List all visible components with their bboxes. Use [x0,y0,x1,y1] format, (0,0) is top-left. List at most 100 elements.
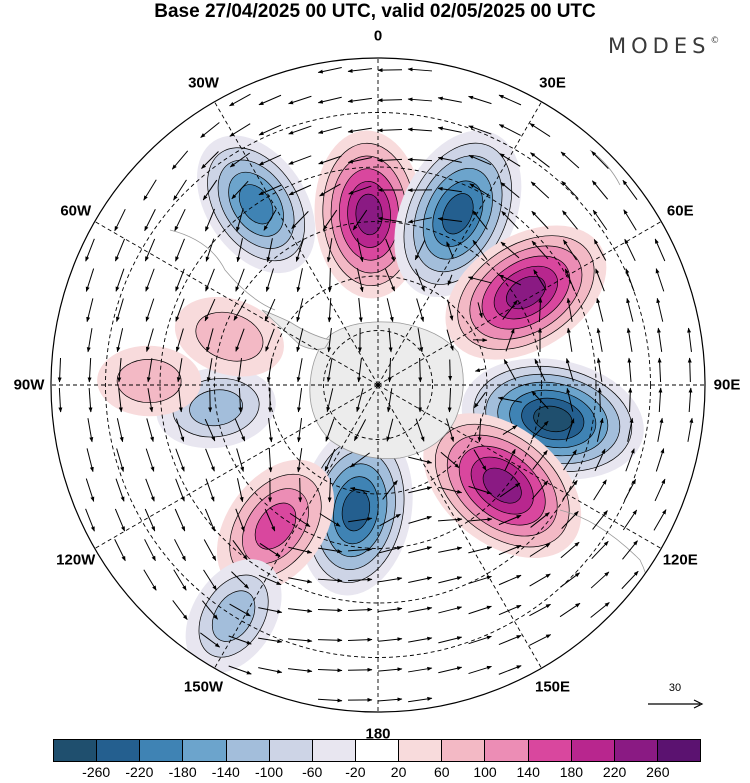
wind-arrow [296,358,303,383]
wind-arrow [114,508,126,532]
wind-arrow [590,571,610,589]
wind-arrow [146,418,154,443]
wind-arrow [317,578,343,583]
colorbar-swatch [657,740,701,761]
colorbar-tick-label: 140 [516,764,540,780]
wind-arrow [503,359,517,381]
wind-arrow [468,605,492,615]
wind-arrow [505,328,515,352]
wind-arrow [352,209,368,231]
wind-arrow [264,508,276,532]
wind-arrow [258,667,283,674]
wind-arrow [86,448,94,473]
wind-arrow [317,126,342,134]
wind-arrow [596,297,604,322]
wind-arrow [477,302,483,319]
wind-arrow [626,297,634,322]
anomaly-neg-25e [394,130,522,298]
latitude-circle [105,112,651,658]
wind-arrow [377,98,403,103]
wind-arrow [595,268,605,292]
wind-arrow [205,268,215,292]
wind-arrow [622,509,638,531]
wind-arrow [414,240,426,261]
wind-arrow [408,576,433,583]
wind-arrow [500,182,520,198]
colorbar-tick-label: -20 [345,764,366,780]
wind-arrow [171,150,189,170]
meridian-line [94,221,379,386]
wind-arrow [174,208,186,232]
wind-arrow [288,125,312,135]
wind-arrow [591,180,609,200]
wind-arrow [654,478,666,502]
wind-arrow [437,186,462,193]
wind-arrow [144,539,156,562]
wind-arrow [86,328,93,353]
anomaly-contour [482,467,522,504]
wind-arrow [205,448,215,472]
wind-arrow [438,486,463,494]
wind-arrow [258,154,282,166]
wind-arrow [173,569,187,591]
wind-arrow [174,508,186,532]
wind-arrow [448,359,453,381]
wind-arrow [622,540,638,560]
wind-arrow [561,180,579,200]
wind-arrow [175,328,184,352]
wind-arrow [473,449,487,471]
wind-arrow [85,478,95,502]
wind-arrow [203,569,217,591]
colorbar-swatch [226,740,270,761]
wind-arrow [446,329,454,351]
brand-logo: MODES© [608,34,720,58]
wind-arrow [563,239,577,261]
wind-arrow [175,268,185,292]
wind-arrow [472,239,488,261]
wind-arrow [204,298,216,322]
wind-arrow [296,268,303,293]
wind-arrow [258,94,282,106]
wind-arrow [288,608,313,613]
wind-arrow [297,418,303,443]
wind-arrow [656,297,664,322]
wind-arrow [88,387,93,413]
colorbar-tick-label: -60 [302,764,323,780]
wind-arrow [498,274,522,286]
wind-arrow [626,327,633,352]
wind-arrow [497,396,522,403]
wind-arrow [387,357,392,383]
meridian-line [377,384,662,549]
wind-arrow [144,209,156,232]
wind-arrow [231,571,249,589]
meridian-line [94,384,379,549]
wind-arrow [531,390,549,410]
wind-arrow [327,297,332,323]
colorbar-tick-label: -140 [211,764,240,780]
wind-arrow [498,604,522,616]
wind-arrow [385,238,395,262]
wind-arrow [377,128,403,133]
wind-arrow [356,238,364,263]
wind-arrow [266,358,273,383]
wind-arrow [625,448,635,472]
wind-arrow [477,418,482,443]
wind-arrow [235,508,245,532]
wind-arrow [115,268,125,292]
meridian-line [214,384,379,669]
longitude-label-lon-150e: 150E [534,678,571,696]
wind-arrow [173,179,187,201]
wind-arrow [116,448,125,472]
wind-arrow [446,241,454,259]
wind-arrow [115,298,124,323]
wind-arrow [565,358,574,382]
longitude-label-lon-30e: 30E [539,74,566,92]
wind-arrow [175,298,185,322]
wind-arrow [474,392,486,409]
wind-arrow [657,417,664,442]
longitude-label-lon-120w: 120W [56,551,96,568]
colorbar-swatch [614,740,658,761]
wind-arrow [562,480,578,500]
wind-arrow [288,668,313,673]
